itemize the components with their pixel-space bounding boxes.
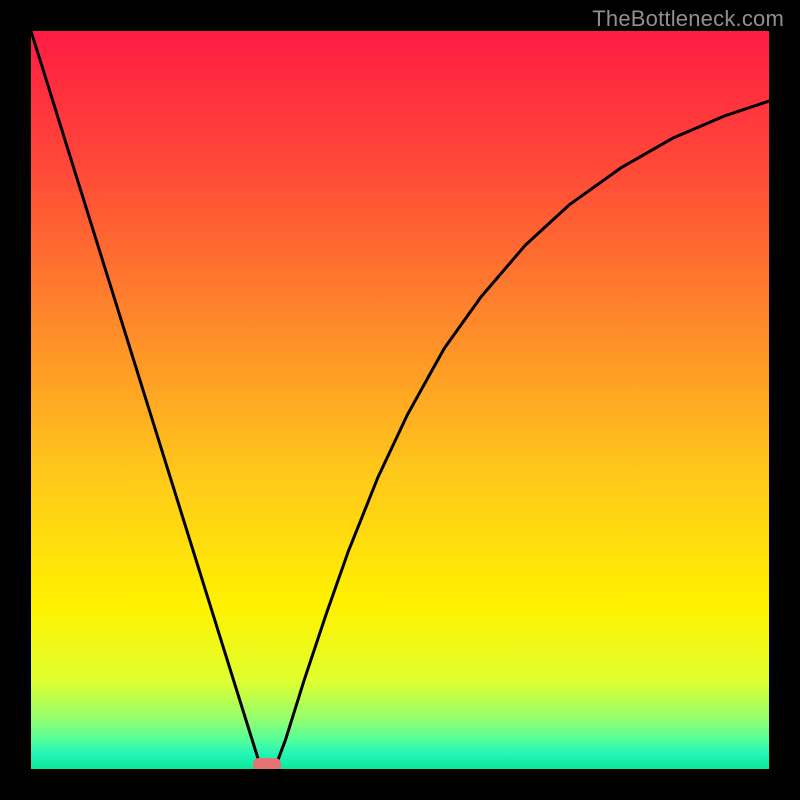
watermark-text: TheBottleneck.com — [592, 6, 784, 32]
plot-area — [31, 31, 769, 769]
minimum-marker — [253, 758, 281, 769]
chart-frame: TheBottleneck.com — [0, 0, 800, 800]
bottleneck-curve-path — [31, 31, 769, 769]
bottleneck-curve — [31, 31, 769, 769]
